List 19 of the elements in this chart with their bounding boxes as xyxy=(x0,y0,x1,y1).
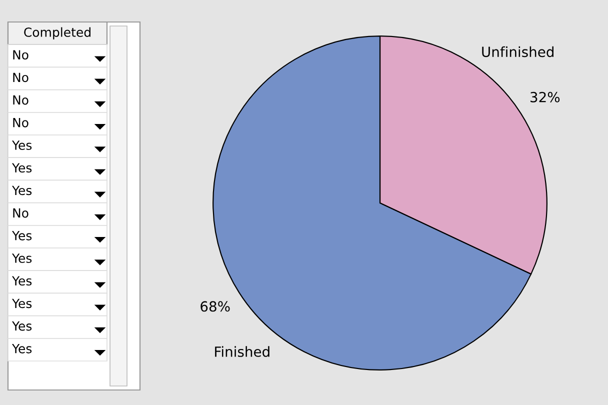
text: No xyxy=(13,50,28,60)
text: Completed xyxy=(24,27,90,40)
text: No xyxy=(13,208,28,218)
text: Yes xyxy=(12,321,32,331)
text: No xyxy=(13,95,28,105)
text: Yes xyxy=(12,140,32,150)
text: Yes xyxy=(12,276,32,286)
slice-label: Finished xyxy=(215,346,270,357)
text: No xyxy=(13,72,28,82)
text: Yes xyxy=(12,163,32,173)
data-label: 32% xyxy=(530,92,560,102)
text: Yes xyxy=(12,344,32,354)
data-label: 68% xyxy=(200,301,230,312)
text: Yes xyxy=(12,254,32,263)
slice-label: Unfinished xyxy=(482,46,554,58)
text: Yes xyxy=(12,298,32,308)
text: No xyxy=(13,118,28,128)
text: Yes xyxy=(12,186,32,196)
text: Yes xyxy=(12,231,32,240)
